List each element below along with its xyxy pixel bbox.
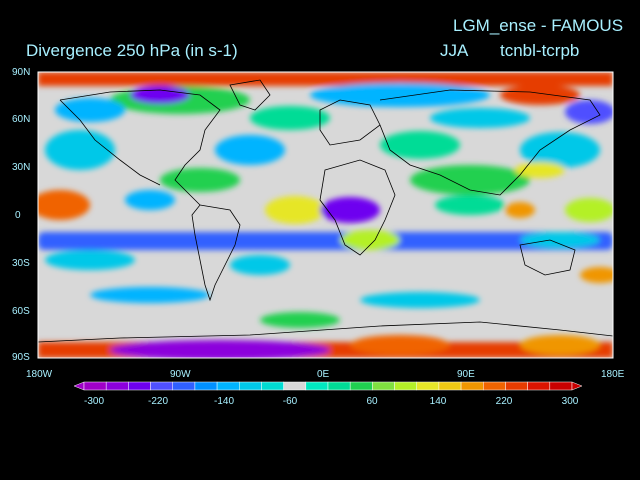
lat-label-60s: 60S [12,306,30,317]
divergence-field [38,72,613,358]
colorbar-label-6: 220 [495,396,513,407]
colorbar-swatch [416,381,440,391]
colorbar-swatch [438,381,462,391]
colorbar-swatch [394,381,417,391]
lat-label-eq: 0 [15,210,21,221]
colorbar-label-4: 60 [366,396,378,407]
colorbar-swatch [172,381,196,391]
colorbar-label-0: -300 [83,396,104,407]
lon-label-90w: 90W [170,369,191,380]
colorbar-swatch [349,381,373,391]
colorbar-swatch [483,381,506,391]
colorbar-swatch [261,381,284,391]
lon-label-180w: 180W [26,369,53,380]
colorbar-swatch [128,381,151,391]
lon-label-180e: 180E [601,369,625,380]
colorbar-swatch [305,381,329,391]
coastlines [38,79,613,343]
colorbar-swatch [327,381,351,391]
colorbar-label-5: 140 [429,396,447,407]
experiment-code: tcnbl-tcrpb [500,41,580,60]
colorbar-label-2: -140 [213,396,234,407]
colorbar-arrow-right [571,381,583,391]
colorbar-label-1: -220 [147,396,168,407]
colorbar [73,381,583,391]
colorbar-swatch [150,381,173,391]
colorbar-swatch [460,381,484,391]
colorbar-swatch [239,381,262,391]
colorbar-arrow-left [73,381,85,391]
colorbar-swatch [83,381,107,391]
colorbar-swatch [194,381,218,391]
colorbar-label-3: -60 [282,396,298,407]
colorbar-swatch [216,381,240,391]
lat-label-90n: 90N [12,67,31,78]
colorbar-swatch [283,381,307,391]
season-label: JJA [440,41,469,60]
lat-label-90s: 90S [12,352,30,363]
lon-label-90e: 90E [457,369,475,380]
lat-label-60n: 60N [12,114,31,125]
colorbar-swatch [527,381,551,391]
colorbar-swatch [372,381,395,391]
lat-label-30s: 30S [12,258,30,269]
colorbar-swatch [549,381,573,391]
colorbar-swatch [505,381,528,391]
variable-title: Divergence 250 hPa (in s-1) [26,41,238,60]
lat-label-30n: 30N [12,162,31,173]
colorbar-label-7: 300 [561,396,579,407]
experiment-title: LGM_ense - FAMOUS [453,16,624,35]
colorbar-swatch [105,381,129,391]
lon-label-0e: 0E [317,369,330,380]
